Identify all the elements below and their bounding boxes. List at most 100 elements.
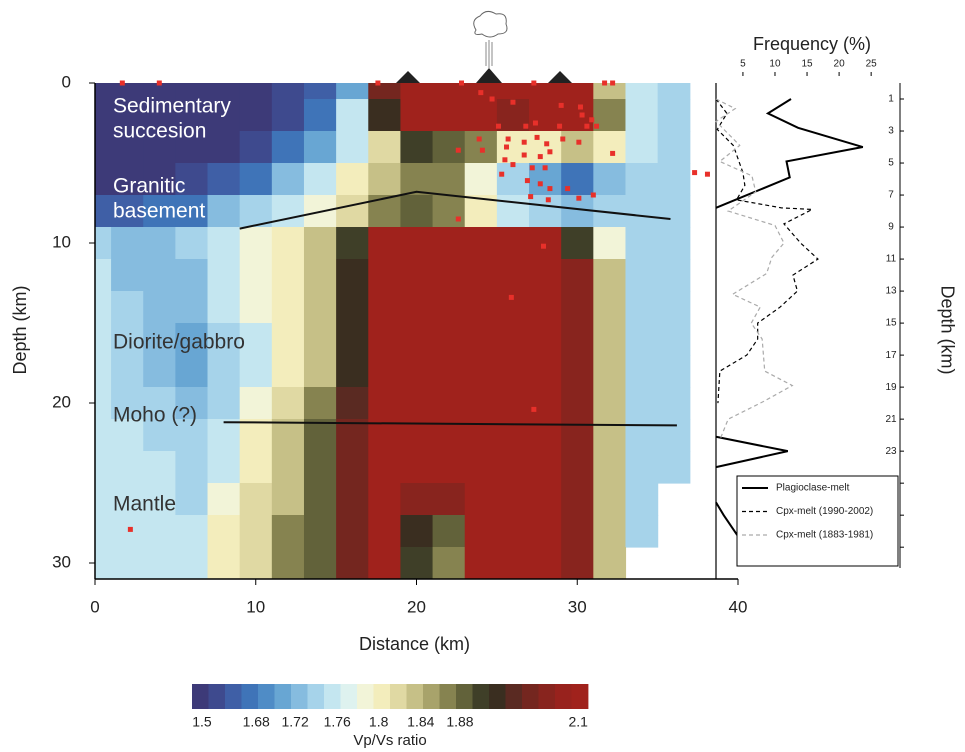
contour-cell [658, 163, 691, 196]
y-tick-label: 9 [888, 222, 894, 233]
contour-cell [368, 259, 401, 292]
contour-cell [497, 323, 530, 356]
x-tick-label: 10 [769, 59, 781, 70]
contour-cell [368, 131, 401, 164]
colorbar-tick-label: 1.8 [369, 714, 389, 730]
earthquake [692, 170, 697, 175]
y-tick-label: 30 [52, 552, 71, 571]
contour-cell [497, 67, 530, 100]
contour-cell [561, 323, 594, 356]
contour-cell [593, 259, 626, 292]
region-label: Diorite/gabbro [113, 331, 245, 354]
contour-cell [272, 323, 305, 356]
contour-cell [336, 259, 369, 292]
legend-label: Cpx-melt (1990-2002) [776, 506, 873, 517]
earthquake [531, 407, 536, 412]
contour-cell [433, 387, 466, 420]
contour-cell [208, 195, 241, 228]
contour-cell [143, 547, 176, 580]
earthquake [594, 124, 599, 129]
contour-cell [272, 387, 305, 420]
earthquake [157, 81, 162, 86]
contour-cell [368, 227, 401, 260]
contour-cell [272, 131, 305, 164]
y-tick-label: 0 [62, 72, 71, 91]
frequency-line [716, 437, 788, 467]
contour-cell [208, 547, 241, 580]
earthquake [530, 165, 535, 170]
contour-cell [497, 355, 530, 388]
y-tick-label: 3 [888, 126, 894, 137]
contour-cell [143, 515, 176, 548]
y-tick-label: 20 [52, 392, 71, 411]
contour-cell [240, 227, 273, 260]
contour-cell [433, 483, 466, 516]
colorbar-tick-label: 1.68 [243, 714, 270, 730]
colorbar-box [275, 684, 292, 709]
earthquake [610, 81, 615, 86]
colorbar-tick-label: 1.5 [192, 714, 212, 730]
colorbar-box [522, 684, 539, 709]
earthquake [506, 137, 511, 142]
colorbar-box [407, 684, 424, 709]
contour-cell [529, 99, 562, 132]
contour-cell [111, 547, 144, 580]
contour-cell [368, 291, 401, 324]
contour-cell [400, 99, 433, 132]
contour-cell [625, 387, 658, 420]
contour-cell [593, 131, 626, 164]
x-tick-label: 15 [801, 59, 813, 70]
contour-cell [368, 483, 401, 516]
earthquake [543, 165, 548, 170]
x-axis-title: Frequency (%) [753, 34, 871, 54]
contour-cell [625, 323, 658, 356]
contour-cell [111, 227, 144, 260]
y-tick-label: 17 [885, 350, 897, 361]
contour-cell [304, 259, 337, 292]
contour-cell [272, 483, 305, 516]
contour-cell [433, 259, 466, 292]
contour-cell [625, 99, 658, 132]
earthquake [456, 217, 461, 222]
contour-cell [561, 515, 594, 548]
contour-cell [593, 387, 626, 420]
page: SedimentarysuccesionGraniticbasementDior… [0, 0, 965, 752]
contour-cell [272, 451, 305, 484]
contour-cell [400, 291, 433, 324]
earthquake [522, 153, 527, 158]
y-tick-label: 11 [886, 254, 897, 265]
y-tick-label: 15 [885, 318, 897, 329]
contour-cell [336, 515, 369, 548]
contour-cell [529, 227, 562, 260]
region-label: basement [113, 200, 205, 223]
x-tick-label: 30 [568, 597, 587, 616]
earthquake [456, 148, 461, 153]
contour-cell [240, 259, 273, 292]
contour-cell [304, 323, 337, 356]
contour-cell [593, 483, 626, 516]
contour-cell [465, 355, 498, 388]
contour-cell [625, 195, 658, 228]
contour-cell [658, 323, 691, 356]
contour-cell [143, 291, 176, 324]
earthquake [576, 140, 581, 145]
contour-cell [400, 227, 433, 260]
earthquake [565, 186, 570, 191]
contour-cell [272, 419, 305, 452]
contour-cell [465, 227, 498, 260]
contour-cell [593, 291, 626, 324]
contour-cell [529, 195, 562, 228]
contour-cell [304, 227, 337, 260]
region-label: succesion [113, 120, 206, 143]
x-tick-label: 20 [407, 597, 426, 616]
earthquake [478, 90, 483, 95]
earthquake [128, 527, 133, 532]
region-label: Granitic [113, 175, 185, 198]
earthquake [546, 197, 551, 202]
colorbar-box [258, 684, 275, 709]
contour-cell [272, 67, 305, 100]
contour-cell [529, 515, 562, 548]
contour-cell [658, 195, 691, 228]
contour-cell [272, 547, 305, 580]
contour-cell [304, 163, 337, 196]
